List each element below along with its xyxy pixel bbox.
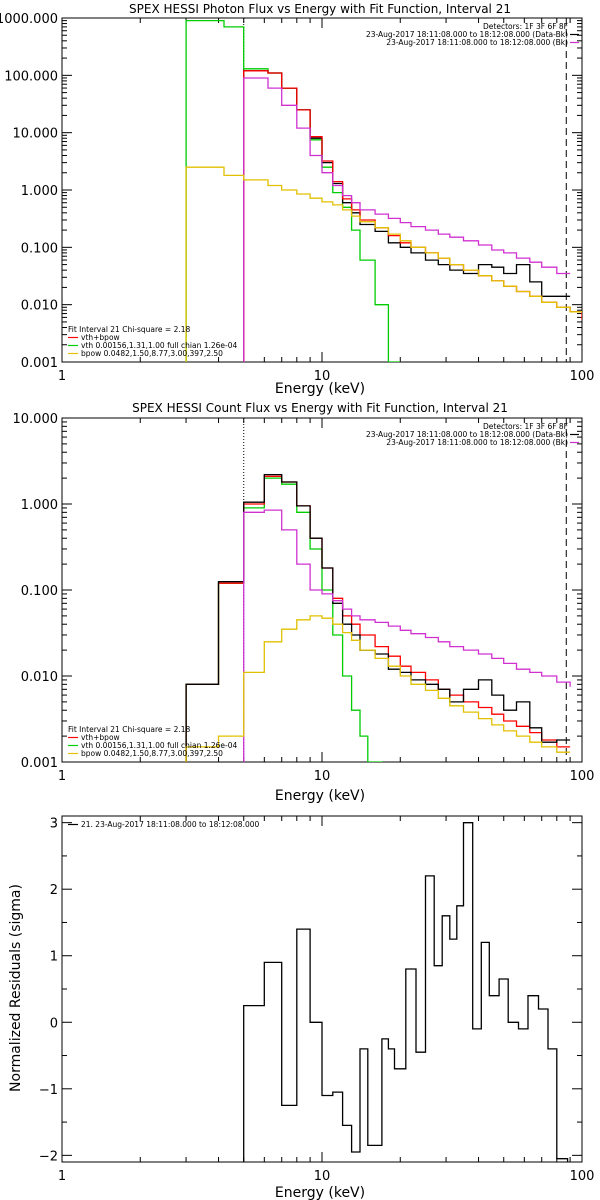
series-line [185,615,571,762]
y-tick-label: 0.010 [21,670,58,685]
x-tick-label: 1 [58,769,66,784]
y-tick-label: 0.100 [21,584,58,599]
y-tick-label: 0.001 [21,756,58,771]
legend-text: vth 0.00156,1.31,1.00 full chian 1.26e-0… [81,741,238,750]
y-tick-label: 1.000 [21,498,58,513]
y-tick-label: 100.000 [4,69,58,84]
x-tick-label: 100 [570,769,595,784]
photon-flux-xlabel: Energy (keV) [275,381,365,397]
y-tick-label: 1000.000 [0,12,58,27]
legend-text: 23-Aug-2017 18:11:08.000 to 18:12:08.000… [366,430,568,439]
photon-flux-title: SPEX HESSI Photon Flux vs Energy with Fi… [129,2,511,16]
legend-text: Detectors: 1F 3F 6F 8F [483,422,568,431]
series-line [185,166,582,362]
y-tick-label: 3 [50,817,58,832]
y-tick-label: 10.000 [13,127,59,142]
legend-text: 23-Aug-2017 18:11:08.000 to 18:12:08.000… [366,30,568,39]
legend-text: Fit Interval 21 Chi-square = 2.18 [68,725,191,734]
legend-text: bpow 0.0482,1.50,8.77,3.00,397,2.50 [81,349,223,358]
x-tick-label: 1 [58,1169,66,1184]
y-tick-label: 1.000 [21,184,58,199]
y-tick-label: 2 [50,883,58,898]
y-tick-label: 0.100 [21,241,58,256]
legend-text: Detectors: 1F 3F 6F 8F [483,22,568,31]
y-tick-label: −1 [39,1083,58,1098]
legend-text: Fit Interval 21 Chi-square = 2.18 [68,325,191,334]
series-line [243,77,571,362]
x-tick-label: 10 [314,369,331,384]
y-tick-label: 0.001 [21,356,58,371]
x-tick-label: 10 [314,769,331,784]
count-flux-panel: SPEX HESSI Count Flux vs Energy with Fit… [13,401,595,804]
x-tick-label: 100 [570,369,595,384]
count-flux-xlabel: Energy (keV) [275,788,365,804]
legend-text: 21. 23-Aug-2017 18:11:08.000 to 18:12:08… [81,820,260,829]
x-tick-label: 100 [570,1169,595,1184]
y-tick-label: 0 [50,1016,58,1031]
residuals-xlabel: Energy (keV) [275,1185,365,1200]
series-line [243,822,569,1162]
residuals-ylabel: Normalized Residuals (sigma) [8,884,24,1092]
count-flux-title: SPEX HESSI Count Flux vs Energy with Fit… [132,401,508,415]
legend-text: vth 0.00156,1.31,1.00 full chian 1.26e-0… [81,341,238,350]
legend-text: 23-Aug-2017 18:11:08.000 to 18:12:08.000… [386,438,568,447]
photon-flux-panel: SPEX HESSI Photon Flux vs Energy with Fi… [0,2,594,397]
series-line [185,473,571,762]
y-tick-label: 0.010 [21,299,58,314]
y-tick-label: 1 [50,950,58,965]
legend-text: 23-Aug-2017 18:11:08.000 to 18:12:08.000… [386,38,568,47]
legend-text: vth+bpow [81,333,120,342]
legend-text: vth+bpow [81,733,120,742]
series-line [243,509,571,762]
y-tick-label: −2 [39,1149,58,1164]
legend-text: bpow 0.0482,1.50,8.77,3.00,397,2.50 [81,749,223,758]
x-tick-label: 1 [58,369,66,384]
y-tick-label: 10.000 [13,412,59,427]
residuals-panel: Energy (keV) Normalized Residuals (sigma… [8,815,595,1200]
x-tick-label: 10 [314,1169,331,1184]
